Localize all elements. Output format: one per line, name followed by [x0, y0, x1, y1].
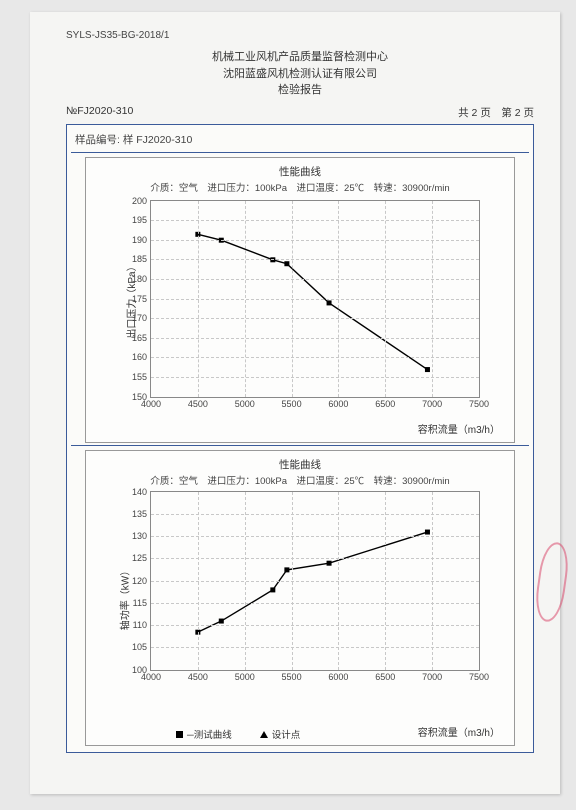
chart-2-xlabel: 容积流量（m3/h） — [418, 724, 500, 739]
chart-1-plot: 1501551601651701751801851901952004000450… — [150, 200, 480, 398]
stamp-icon — [533, 540, 572, 623]
chart-1-xlabel: 容积流量（m3/h） — [418, 421, 500, 436]
square-icon — [176, 731, 183, 738]
header-titles: 机械工业风机产品质量监督检测中心 沈阳蓝盛风机检测认证有限公司 检验报告 — [66, 49, 534, 99]
chart-2-legend: ─测试曲线 设计点 — [176, 727, 300, 741]
document-code: SYLS-JS35-BG-2018/1 — [66, 30, 534, 41]
page: SYLS-JS35-BG-2018/1 机械工业风机产品质量监督检测中心 沈阳蓝… — [30, 12, 560, 794]
chart-1-cell: 性能曲线 介质：空气 进口压力：100kPa 进口温度：25℃ 转速：30900… — [71, 153, 529, 445]
triangle-icon — [260, 731, 268, 738]
title-line-2: 沈阳蓝盛风机检测认证有限公司 — [66, 66, 534, 83]
page-info: 共 2 页 第 2 页 — [458, 105, 534, 120]
chart-1: 性能曲线 介质：空气 进口压力：100kPa 进口温度：25℃ 转速：30900… — [85, 157, 515, 443]
legend-design-point: 设计点 — [260, 727, 301, 741]
legend-test-curve: ─测试曲线 — [176, 727, 232, 741]
report-number: №FJ2020-310 — [66, 105, 133, 120]
chart-2-ylabel: 轴功率（kW） — [117, 565, 132, 629]
title-line-1: 机械工业风机产品质量监督检测中心 — [66, 49, 534, 66]
chart-2-title: 性能曲线 — [86, 457, 514, 472]
chart-2-plot: 1001051101151201251301351404000450050005… — [150, 491, 480, 671]
chart-2-cell: 性能曲线 介质：空气 进口压力：100kPa 进口温度：25℃ 转速：30900… — [71, 445, 529, 748]
title-line-3: 检验报告 — [66, 82, 534, 99]
chart-2-subtitle: 介质：空气 进口压力：100kPa 进口温度：25℃ 转速：30900r/min — [86, 473, 514, 487]
meta-row: №FJ2020-310 共 2 页 第 2 页 — [66, 105, 534, 120]
report-frame: 样品编号: 样 FJ2020-310 性能曲线 介质：空气 进口压力：100kP… — [66, 124, 534, 753]
chart-1-subtitle: 介质：空气 进口压力：100kPa 进口温度：25℃ 转速：30900r/min — [86, 180, 514, 194]
chart-2: 性能曲线 介质：空气 进口压力：100kPa 进口温度：25℃ 转速：30900… — [85, 450, 515, 746]
chart-1-title: 性能曲线 — [86, 164, 514, 179]
sample-number: 样品编号: 样 FJ2020-310 — [71, 129, 529, 153]
